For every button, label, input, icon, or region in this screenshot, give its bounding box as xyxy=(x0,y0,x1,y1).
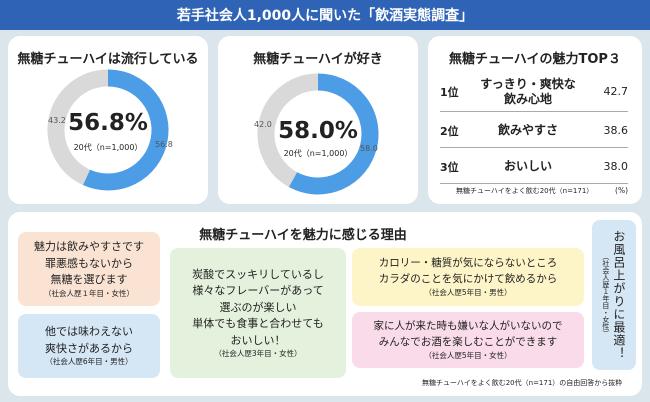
title-bar: 若手社会人1,000人に聞いた「飲酒実態調査」 xyxy=(0,0,650,30)
rank-3-value: 38.0 xyxy=(603,160,629,173)
like-rest-value-label: 42.0 xyxy=(254,120,272,129)
like-rest-slice xyxy=(257,73,319,188)
reason-bubble-2: 他では味わえない 爽快さがあるから （社会人歴6年目・男性） xyxy=(18,314,160,378)
reason-2-line2: 爽快さがあるから xyxy=(45,341,133,355)
reason-bubble-1: 魅力は飲みやすさです 罪悪感もないから 無糖を選びます （社会人歴１年目・女性） xyxy=(18,232,160,306)
top3-unit: (%) xyxy=(615,186,628,195)
top3-row-1: 1位 すっきり・爽快な 飲み心地 42.7 xyxy=(440,72,628,112)
reason-3-line2: 様々なフレーバーがあって xyxy=(192,284,324,297)
like-big-percent: 58.0% xyxy=(278,118,358,144)
trend-donut-chart xyxy=(47,69,169,191)
trend-donut-card: 無糖チューハイは流行している 56.8% 20代（n=1,000） 56.8 4… xyxy=(8,36,208,204)
reason-3-line5: おいしい！ xyxy=(230,333,286,347)
rank-1-text: すっきり・爽快な 飲み心地 xyxy=(468,72,588,111)
top3-note: 無糖チューハイをよく飲む20代（n=171） xyxy=(456,187,594,195)
trend-rest-slice xyxy=(47,69,109,186)
reason-3-line4: 単体でも食事と合わせても xyxy=(192,317,324,330)
rank-1-label: 1位 xyxy=(440,85,459,99)
rank-2-value: 38.6 xyxy=(603,124,629,137)
rank-1-text-line2: 飲み心地 xyxy=(503,91,552,106)
reason-6-attribution: （社会人歴１年目・女性） xyxy=(601,253,610,337)
like-main-slice xyxy=(288,73,379,195)
reason-3-attribution: （社会人歴3年目・女性） xyxy=(214,349,302,358)
reason-2-line1: 他では味わえない xyxy=(45,325,133,339)
reason-1-line3: 無糖を選びます xyxy=(50,273,128,286)
reasons-footnote: 無糖チューハイをよく飲む20代（n=171）の自由回答から抜粋 xyxy=(422,379,623,387)
reason-5-attribution: （社会人歴5年目・女性） xyxy=(424,350,512,360)
trend-main-slice xyxy=(82,69,169,191)
rank-3-text: おいしい xyxy=(503,159,552,174)
reason-1-line2: 罪悪感もないから xyxy=(45,256,133,270)
like-donut-card: 無糖チューハイが好き 58.0% 20代（n=1,000） 58.0 42.0 xyxy=(218,36,418,204)
reason-bubble-3: 炭酸でスッキリしているし 様々なフレーバーがあって 選ぶのが楽しい 単体でも食事… xyxy=(170,248,346,378)
reasons-title: 無糖チューハイを魅力に感じる理由 xyxy=(199,228,407,243)
rank-1-text-line1: すっきり・爽快な xyxy=(480,77,576,92)
top3-card: 無糖チューハイの魅力TOP３ 1位 すっきり・爽快な 飲み心地 42.7 2位 … xyxy=(428,36,642,204)
page-title: 若手社会人1,000人に聞いた「飲酒実態調査」 xyxy=(176,8,474,24)
top3-row-3: 3位 おいしい 38.0 xyxy=(440,150,628,184)
like-donut-chart xyxy=(257,73,379,195)
reason-bubble-6: お風呂上がりに最適！ （社会人歴１年目・女性） xyxy=(592,220,636,370)
top3-title: 無糖チューハイの魅力TOP３ xyxy=(449,52,621,67)
top3-row-2: 2位 飲みやすさ 38.6 xyxy=(440,114,628,148)
like-main-value-label: 58.0 xyxy=(360,144,378,153)
reason-bubble-5: 家に人が来た時も嫌いな人がいないので みんなでお酒を楽しむことができます （社会… xyxy=(352,312,584,368)
reason-4-line1: カロリー・糖質が気にならないところ xyxy=(378,257,558,269)
reason-6-text: お風呂上がりに最適！ xyxy=(611,230,626,360)
reason-bubble-4: カロリー・糖質が気にならないところ カラダのことを気にかけて飲めるから （社会人… xyxy=(352,248,584,306)
reason-3-line3: 選ぶのが楽しい xyxy=(219,300,297,314)
reason-3-line1: 炭酸でスッキリしているし xyxy=(192,267,324,281)
reason-1-attribution: （社会人歴１年目・女性） xyxy=(44,288,134,298)
reason-1-line1: 魅力は飲みやすさです xyxy=(34,240,144,253)
like-sample-label: 20代（n=1,000） xyxy=(283,149,353,158)
reasons-panel: 無糖チューハイを魅力に感じる理由 魅力は飲みやすさです 罪悪感もないから 無糖を… xyxy=(8,212,642,396)
rank-3-label: 3位 xyxy=(440,160,459,174)
trend-main-value-label: 56.8 xyxy=(155,140,173,149)
reason-4-line2: カラダのことを気にかけて飲めるから xyxy=(378,272,558,285)
trend-rest-value-label: 43.2 xyxy=(48,116,66,125)
trend-sample-label: 20代（n=1,000） xyxy=(73,143,143,152)
reason-4-attribution: （社会人歴5年目・男性） xyxy=(424,287,512,297)
trend-chart-title: 無糖チューハイは流行している xyxy=(17,52,199,67)
reason-5-line1: 家に人が来た時も嫌いな人がいないので xyxy=(373,320,563,332)
rank-2-text: 飲みやすさ xyxy=(497,123,558,138)
rank-1-value: 42.7 xyxy=(603,85,629,98)
trend-big-percent: 56.8% xyxy=(68,110,148,136)
reason-5-line2: みんなでお酒を楽しむことができます xyxy=(378,335,558,348)
reason-2-attribution: （社会人歴6年目・男性） xyxy=(45,357,133,367)
rank-2-label: 2位 xyxy=(440,124,459,138)
like-chart-title: 無糖チューハイが好き xyxy=(253,52,383,67)
